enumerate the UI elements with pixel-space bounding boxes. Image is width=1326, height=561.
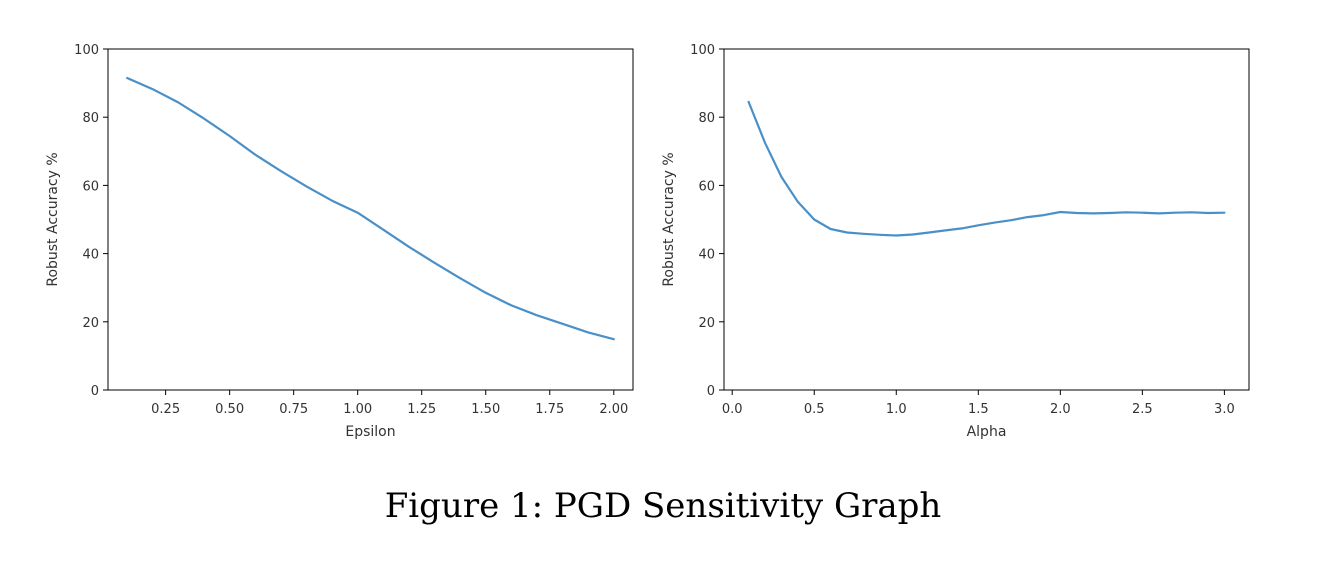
alpha-x-tick-label: 0.0 [722, 402, 743, 417]
epsilon-x-tick-label: 2.00 [599, 402, 628, 417]
epsilon-y-tick-label: 40 [82, 248, 99, 263]
alpha-y-tick-label: 100 [690, 43, 715, 58]
epsilon-x-tick-label: 1.75 [535, 402, 564, 417]
alpha-y-axis-label: Robust Accuracy % [661, 152, 677, 286]
alpha-x-tick-label: 3.0 [1214, 402, 1235, 417]
alpha-y-tick-label: 60 [698, 179, 715, 194]
epsilon-x-tick-label: 0.75 [279, 402, 308, 417]
epsilon-y-tick-label: 100 [74, 43, 99, 58]
epsilon-x-tick-label: 0.25 [151, 402, 180, 417]
alpha-x-tick-label: 1.0 [886, 402, 907, 417]
figure-caption: Figure 1: PGD Sensitivity Graph [384, 486, 942, 526]
alpha-x-tick-label: 1.5 [968, 402, 989, 417]
alpha-y-tick-label: 20 [698, 316, 715, 331]
alpha-x-tick-label: 2.5 [1132, 402, 1153, 417]
alpha-x-tick-label: 2.0 [1050, 402, 1071, 417]
alpha-x-axis-label: Alpha [967, 424, 1007, 440]
alpha-series-line [747, 100, 1226, 237]
alpha-plot-frame [723, 48, 1250, 391]
epsilon-x-tick-label: 1.50 [471, 402, 500, 417]
epsilon-y-tick-label: 0 [91, 384, 99, 399]
alpha-y-tick-label: 80 [698, 111, 715, 126]
epsilon-x-axis-label: Epsilon [345, 424, 395, 440]
epsilon-plot-frame [107, 48, 634, 391]
epsilon-y-tick-label: 60 [82, 179, 99, 194]
alpha-chart: 0 20 40 60 80 100 0.0 0.5 1.0 1.5 2.0 2.5 3.0 Alpha Ro… [661, 43, 1250, 440]
alpha-y-tick-label: 40 [698, 248, 715, 263]
epsilon-x-tick-label: 1.00 [343, 402, 372, 417]
epsilon-y-tick-label: 20 [82, 316, 99, 331]
epsilon-y-axis-label: Robust Accuracy % [45, 152, 61, 286]
alpha-y-tick-label: 0 [707, 384, 715, 399]
epsilon-y-tick-label: 80 [82, 111, 99, 126]
epsilon-x-tick-label: 0.50 [215, 402, 244, 417]
epsilon-series-line [126, 76, 615, 341]
epsilon-x-tick-label: 1.25 [407, 402, 436, 417]
epsilon-chart: 0 20 40 60 80 100 0.25 0.50 0.75 1.00 1.25 1.50 1.75… [45, 43, 634, 440]
alpha-x-tick-label: 0.5 [804, 402, 825, 417]
